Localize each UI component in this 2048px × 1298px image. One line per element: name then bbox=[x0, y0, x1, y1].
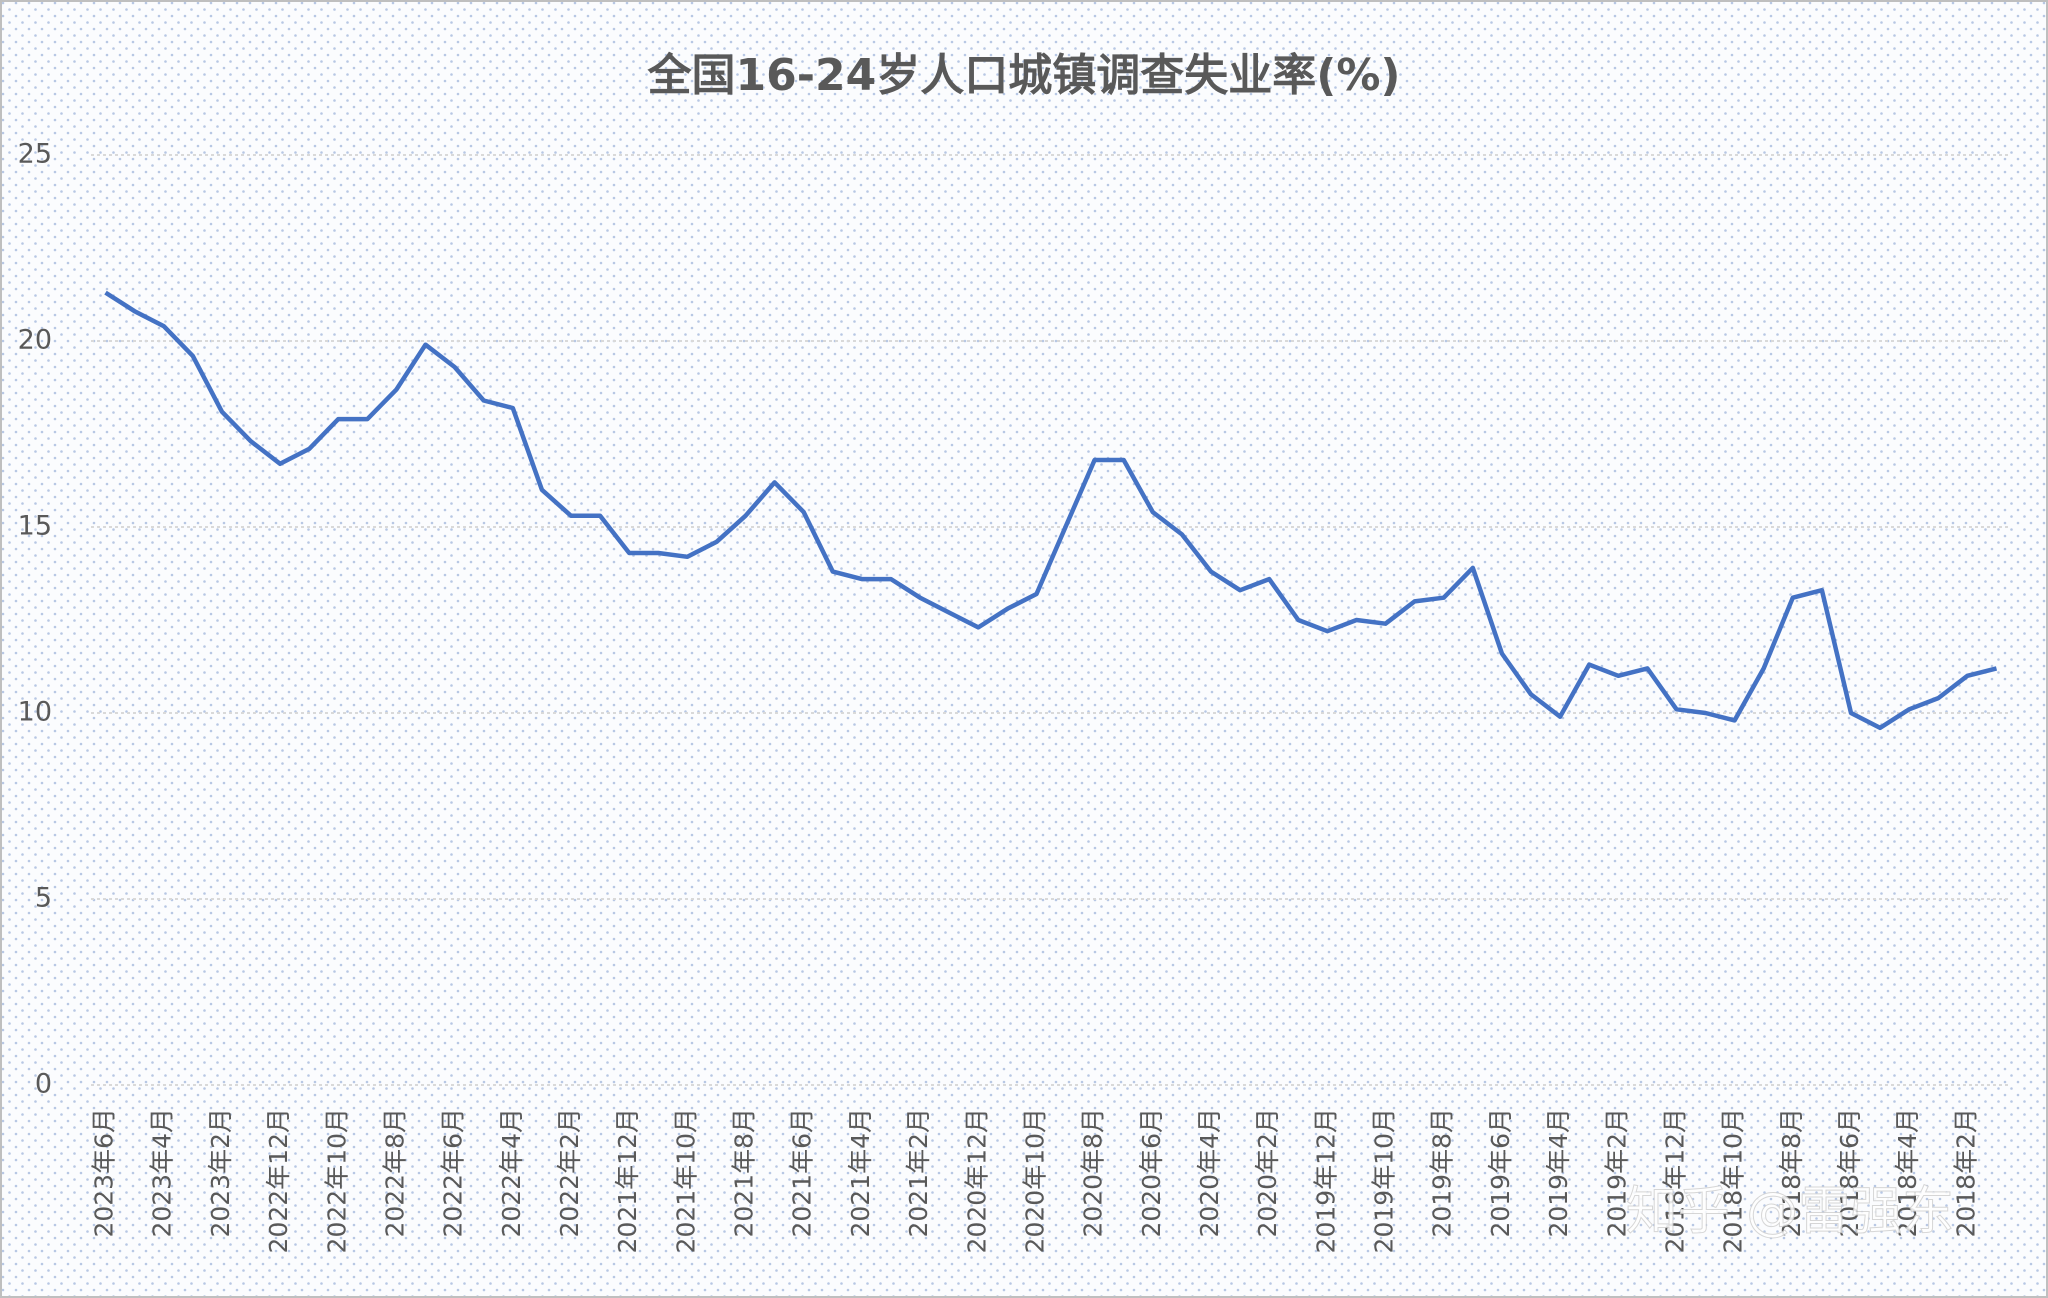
y-tick-label: 20 bbox=[18, 325, 52, 356]
x-tick-label: 2023年6月 bbox=[90, 1108, 119, 1238]
x-tick-label: 2019年12月 bbox=[1311, 1108, 1340, 1253]
x-tick-label: 2021年4月 bbox=[846, 1108, 875, 1238]
x-tick-label: 2022年8月 bbox=[380, 1108, 409, 1238]
x-tick-label: 2020年10月 bbox=[1020, 1108, 1049, 1253]
x-tick-label: 2018年8月 bbox=[1777, 1108, 1806, 1238]
x-tick-label: 2020年6月 bbox=[1137, 1108, 1166, 1238]
x-tick-label: 2018年6月 bbox=[1835, 1108, 1864, 1238]
x-tick-label: 2021年2月 bbox=[904, 1108, 933, 1238]
x-tick-label: 2022年6月 bbox=[439, 1108, 468, 1238]
x-tick-label: 2018年10月 bbox=[1719, 1108, 1748, 1253]
x-tick-label: 2021年8月 bbox=[730, 1108, 759, 1238]
watermark: 知乎 @雷强东 bbox=[1626, 1182, 1955, 1242]
x-tick-label: 2020年8月 bbox=[1079, 1108, 1108, 1238]
x-tick-label: 2023年2月 bbox=[206, 1108, 235, 1238]
x-tick-label: 2018年4月 bbox=[1893, 1108, 1922, 1238]
data-line bbox=[104, 290, 1998, 731]
y-tick-label: 5 bbox=[35, 883, 52, 914]
x-tick-label: 2019年6月 bbox=[1486, 1108, 1515, 1238]
x-tick-label: 2022年10月 bbox=[322, 1108, 351, 1253]
y-tick-label: 0 bbox=[35, 1069, 52, 1100]
x-tick-label: 2019年8月 bbox=[1428, 1108, 1457, 1238]
x-tick-label: 2021年12月 bbox=[613, 1108, 642, 1253]
x-tick-label: 2021年6月 bbox=[788, 1108, 817, 1238]
x-tick-label: 2022年4月 bbox=[497, 1108, 526, 1238]
x-tick-label: 2022年12月 bbox=[264, 1108, 293, 1253]
x-tick-label: 2023年4月 bbox=[148, 1108, 177, 1238]
x-tick-label: 2019年10月 bbox=[1370, 1108, 1399, 1253]
x-tick-label: 2022年2月 bbox=[555, 1108, 584, 1238]
y-tick-label: 25 bbox=[18, 139, 52, 170]
x-tick-label: 2020年2月 bbox=[1253, 1108, 1282, 1238]
x-tick-label: 2020年4月 bbox=[1195, 1108, 1224, 1238]
y-tick-label: 15 bbox=[18, 511, 52, 542]
x-tick-label: 2021年10月 bbox=[671, 1108, 700, 1253]
x-tick-label: 2018年2月 bbox=[1951, 1108, 1980, 1238]
x-tick-label: 2019年4月 bbox=[1544, 1108, 1573, 1238]
x-tick-label: 2019年2月 bbox=[1602, 1108, 1631, 1238]
chart-title: 全国16-24岁人口城镇调查失业率(%) bbox=[646, 50, 1400, 101]
x-tick-label: 2020年12月 bbox=[962, 1108, 991, 1253]
x-tick-label: 2018年12月 bbox=[1660, 1108, 1689, 1253]
y-tick-label: 10 bbox=[18, 697, 52, 728]
